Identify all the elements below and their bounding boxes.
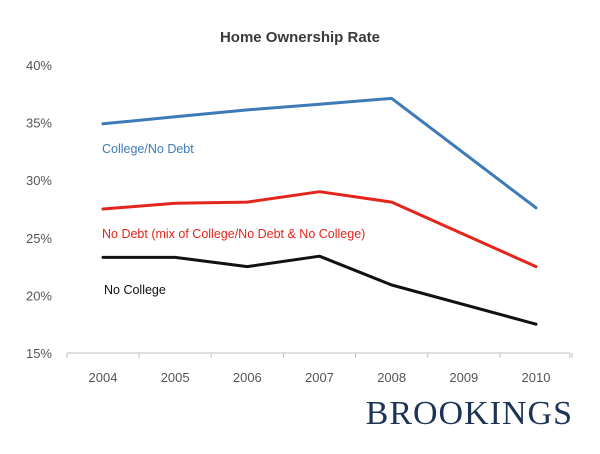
y-tick-label: 25% <box>26 231 52 246</box>
series-line-2 <box>101 254 538 326</box>
chart-axes <box>66 352 571 358</box>
brookings-logo: BROOKINGS <box>366 395 573 432</box>
x-tick-label: 2004 <box>89 370 118 385</box>
series-line-1 <box>101 190 538 269</box>
series-label-no-college: No College <box>104 283 166 297</box>
y-tick-label: 35% <box>26 116 52 131</box>
series-line-0 <box>101 96 538 210</box>
y-axis-ticks: 15% 20% 25% 30% 35% 40% <box>26 58 52 361</box>
x-tick-label: 2008 <box>377 370 406 385</box>
y-tick-label: 15% <box>26 346 52 361</box>
x-tick-label: 2005 <box>161 370 190 385</box>
series-label-college-no-debt: College/No Debt <box>102 142 194 156</box>
x-tick-label: 2010 <box>522 370 551 385</box>
x-tick-label: 2007 <box>305 370 334 385</box>
y-tick-label: 40% <box>26 58 52 73</box>
y-tick-label: 20% <box>26 288 52 303</box>
series-label-no-debt-mix: No Debt (mix of College/No Debt & No Col… <box>102 227 365 241</box>
x-tick-label: 2009 <box>449 370 478 385</box>
chart-title: Home Ownership Rate <box>220 29 380 46</box>
x-tick-label: 2006 <box>233 370 262 385</box>
y-tick-label: 30% <box>26 173 52 188</box>
series-lines <box>101 96 538 326</box>
series-labels: College/No Debt No Debt (mix of College/… <box>102 142 365 297</box>
x-axis-ticks: 2004 2005 2006 2007 2008 2009 2010 <box>89 353 573 385</box>
